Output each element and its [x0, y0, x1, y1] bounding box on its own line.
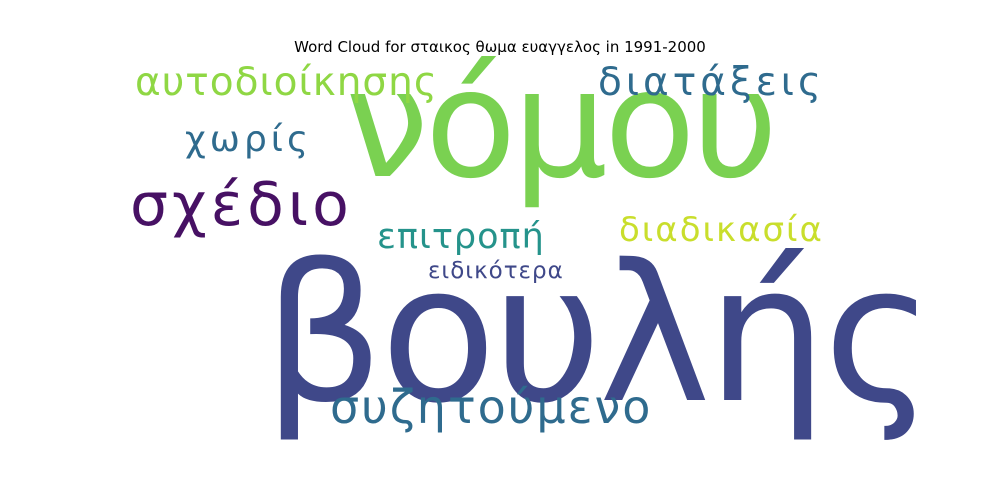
word-1: βουλής: [263, 224, 935, 445]
word-10: ειδικότερα: [428, 258, 564, 284]
word-8: επιτροπή: [377, 217, 545, 257]
word-4: συζητούμενο: [330, 380, 653, 434]
word-7: χωρίς: [185, 119, 313, 160]
chart-title: Word Cloud for σταικος θωμα ευαγγελος in…: [294, 38, 706, 56]
word-6: διατάξεις: [598, 60, 825, 105]
word-cloud-area: βουλής νόμου σχέδιο συζητούμενο αυτοδιοίκηση…: [125, 50, 935, 435]
word-3: σχέδιο: [130, 170, 353, 240]
word-2: νόμου: [345, 38, 779, 212]
word-9: διαδικασία: [619, 210, 824, 250]
word-5: αυτοδιοίκησης: [135, 60, 438, 105]
